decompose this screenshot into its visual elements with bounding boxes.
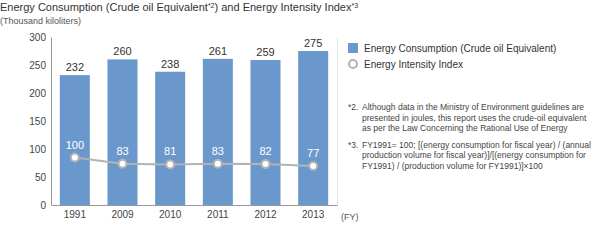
line — [75, 158, 313, 166]
tick-label: 2013 — [302, 209, 325, 220]
title: Energy Consumption (Crude oil Equivalent… — [0, 1, 358, 13]
tick: 100 — [29, 144, 51, 155]
tick: 0 — [40, 200, 51, 211]
legend: Energy Consumption (Crude oil Equivalent… — [348, 43, 556, 70]
axis-line — [51, 38, 52, 206]
legend-entry: Energy Intensity Index — [364, 59, 463, 70]
data-label: 82 — [259, 145, 271, 157]
tick-label: 250 — [29, 60, 46, 71]
tick: 2009 — [111, 205, 134, 220]
marker — [71, 154, 79, 162]
tick-label: 2009 — [111, 209, 134, 220]
marker — [214, 160, 222, 168]
legend-swatch — [349, 60, 357, 68]
tick-label: 2012 — [254, 209, 277, 220]
data-label: 260 — [113, 45, 131, 57]
marker — [309, 162, 317, 170]
tick-label: 50 — [35, 172, 47, 183]
data-label: 275 — [304, 37, 322, 49]
marker — [119, 160, 127, 168]
data-label: 100 — [66, 139, 84, 151]
footnote: *3.FY1991= 100; [(energy consumption for… — [348, 140, 591, 171]
axis-line — [337, 38, 338, 206]
footnote: *2.Although data in the Ministry of Envi… — [348, 102, 587, 133]
tick: 2012 — [254, 205, 277, 220]
x-axis: 1991 2009 2010 2011 2012 2013 — [52, 205, 338, 220]
chart: Energy Consumption (Crude oil Equivalent… — [0, 0, 600, 225]
tick: 2011 — [207, 205, 229, 220]
bar — [250, 60, 280, 205]
data-label: 232 — [66, 61, 84, 73]
legend-entry: Energy Consumption (Crude oil Equivalent… — [364, 43, 556, 54]
data-label: 81 — [164, 145, 176, 157]
tick: 1991 — [64, 205, 87, 220]
tick-label: 0 — [40, 200, 46, 211]
bar — [107, 59, 137, 205]
bar — [60, 75, 90, 205]
marks — [60, 51, 328, 205]
tick-label: 1991 — [64, 209, 87, 220]
axis-line — [52, 205, 338, 206]
tick: 300 — [29, 32, 51, 43]
bar — [298, 51, 328, 205]
y-axis: 0 50 100 150 200 250 300 — [29, 32, 51, 211]
marker — [166, 160, 174, 168]
data-label: 83 — [116, 145, 128, 157]
data-label: 77 — [307, 147, 319, 159]
tick: 150 — [29, 116, 51, 127]
data-label: 83 — [212, 145, 224, 157]
data-labels: 232 260 238 261 259 275 100 83 81 83 82 77 — [66, 37, 323, 159]
x-axis-title: (FY) — [341, 212, 359, 222]
tick: 200 — [29, 88, 51, 99]
tick-label: 200 — [29, 88, 46, 99]
bar — [203, 59, 233, 205]
y2-axis — [337, 38, 338, 206]
tick-label: 150 — [29, 116, 46, 127]
legend-swatch — [348, 43, 358, 53]
tick-label: 2011 — [207, 209, 229, 220]
data-label: 259 — [256, 46, 274, 58]
tick-label: 2010 — [159, 209, 182, 220]
marker — [262, 160, 270, 168]
tick-label: 300 — [29, 32, 46, 43]
bar — [155, 72, 185, 205]
tick: 250 — [29, 60, 51, 71]
data-label: 261 — [209, 45, 227, 57]
y-axis-title: (Thousand kiloliters) — [0, 16, 81, 26]
tick: 50 — [35, 172, 51, 183]
tick: 2010 — [159, 205, 182, 220]
data-label: 238 — [161, 58, 179, 70]
tick: 2013 — [302, 205, 325, 220]
tick-label: 100 — [29, 144, 46, 155]
